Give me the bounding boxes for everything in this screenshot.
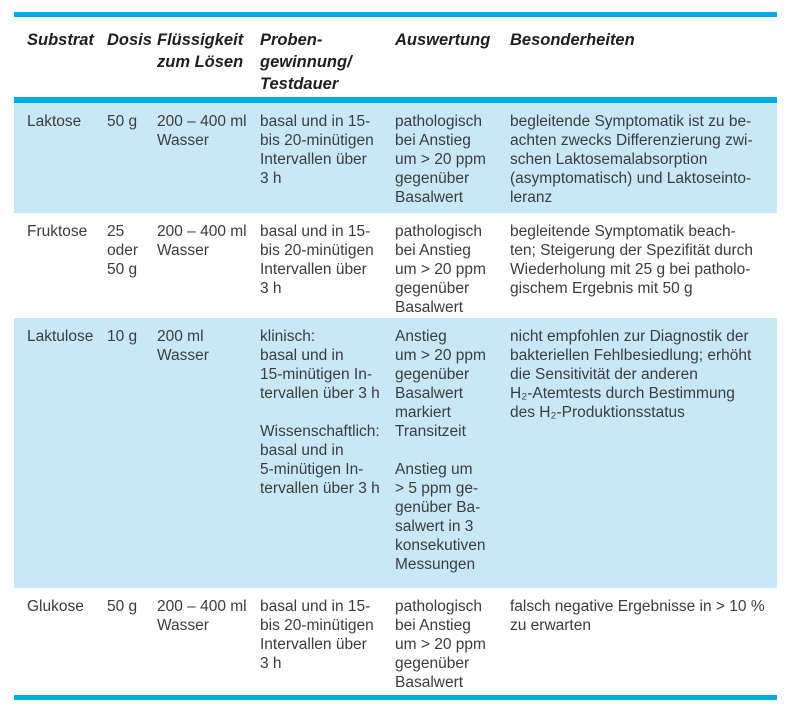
table-cell: pathologisch bei Anstieg um > 20 ppm geg… (395, 223, 486, 316)
table-cell: 200 – 400 ml Wasser (157, 223, 247, 259)
column-header-fluessigkeit: Flüssigkeit zum Lösen (157, 31, 244, 71)
header-separator-bar (14, 97, 777, 103)
table-cell: 200 – 400 ml Wasser (157, 113, 247, 149)
table-cell: Laktulose (27, 328, 94, 345)
top-rule-bar (14, 12, 777, 17)
bottom-rule-bar (14, 695, 777, 700)
table-cell: klinisch: basal und in 15-minütigen In- … (260, 328, 380, 497)
table-cell: Laktose (27, 113, 82, 130)
table-header-row: Substrat Dosis Flüssigkeit zum Lösen Pro… (14, 17, 777, 103)
column-header-besonderheiten: Besonderheiten (510, 31, 635, 49)
table-row-laktulose: Laktulose 10 g 200 ml Wasser klinisch: b… (14, 318, 777, 588)
table-cell: basal und in 15- bis 20-minütigen Interv… (260, 113, 374, 187)
table-cell: basal und in 15- bis 20-minütigen Interv… (260, 223, 374, 297)
table-cell: 10 g (107, 328, 138, 345)
column-header-probengewinnung: Proben- gewinnung/ Testdauer (260, 31, 352, 93)
column-header-dosis: Dosis (107, 31, 152, 49)
table-row-fruktose: Fruktose 25 oder 50 g 200 – 400 ml Wasse… (14, 213, 777, 318)
table-cell: falsch negative Ergebnisse in > 10 % zu … (510, 598, 765, 634)
table-cell: 200 ml Wasser (157, 328, 209, 364)
table-cell: basal und in 15- bis 20-minütigen Interv… (260, 598, 374, 672)
table-cell: 25 oder 50 g (107, 223, 139, 278)
table-cell: 50 g (107, 113, 138, 130)
table-cell: 200 – 400 ml Wasser (157, 598, 247, 634)
column-header-substrat: Substrat (27, 31, 94, 49)
table-cell: nicht empfohlen zur Diagnostik der bakte… (510, 328, 752, 421)
table-cell: Anstieg um > 20 ppm gegenüber Basalwert … (395, 328, 486, 573)
table-cell: pathologisch bei Anstieg um > 20 ppm geg… (395, 598, 486, 691)
table-cell: Fruktose (27, 223, 88, 240)
table-cell: pathologisch bei Anstieg um > 20 ppm geg… (395, 113, 486, 206)
table-row-laktose: Laktose 50 g 200 – 400 ml Wasser basal u… (14, 103, 777, 213)
breath-test-substrate-table: Substrat Dosis Flüssigkeit zum Lösen Pro… (14, 17, 777, 695)
column-header-auswertung: Auswertung (395, 31, 491, 49)
table-cell: Glukose (27, 598, 84, 615)
table-row-glukose: Glukose 50 g 200 – 400 ml Wasser basal u… (14, 588, 777, 695)
table-cell: 50 g (107, 598, 138, 615)
table-cell: begleitende Symptomatik ist zu be- achte… (510, 113, 753, 206)
table-cell: begleitende Symptomatik beach- ten; Stei… (510, 223, 753, 297)
